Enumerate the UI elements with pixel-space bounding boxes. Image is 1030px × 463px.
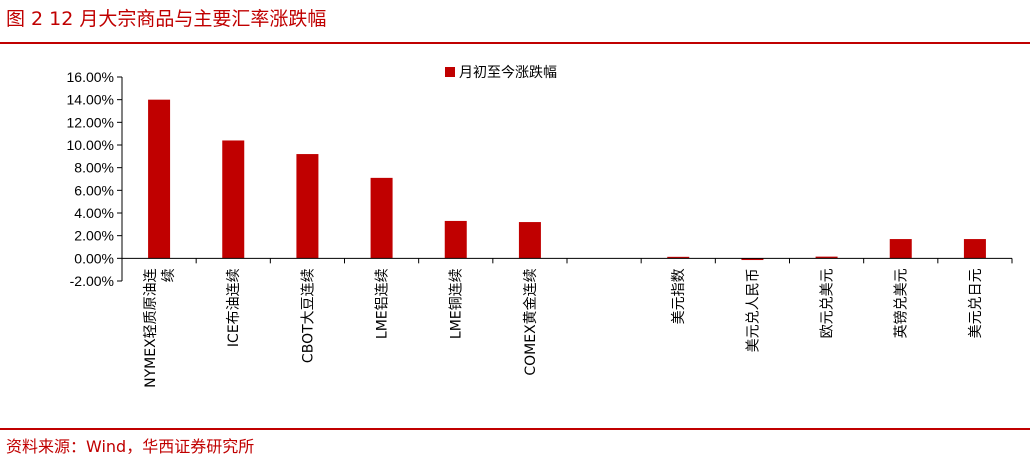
bar <box>148 99 171 259</box>
category-label: CBOT大豆连续 <box>299 268 316 363</box>
y-tick-label: 12.00% <box>67 114 114 130</box>
y-tick-label: 14.00% <box>67 92 114 108</box>
category-label: 美元兑人民币 <box>745 268 761 352</box>
bar <box>889 239 912 259</box>
y-tick-label: 10.00% <box>67 137 114 153</box>
category-label: 续 <box>160 268 177 282</box>
x-axis: NYMEX轻质原油连续 ICE布油连续 CBOT大豆连续 LME铝连续 LME铜连续 CO… <box>121 257 1013 388</box>
y-tick-label: -2.00% <box>70 273 114 289</box>
source-note: 资料来源：Wind，华西证券研究所 <box>6 437 255 456</box>
y-tick-label: 16.00% <box>67 69 114 85</box>
figure-title: 图 2 12 月大宗商品与主要汇率涨跌幅 <box>6 8 327 30</box>
y-axis: -2.00% 0.00% 2.00% 4.00% 6.00% 8.00% 10.00% 12.… <box>67 69 123 289</box>
category-label: NYMEX轻质原油连 <box>143 268 159 388</box>
y-tick-label: 0.00% <box>74 250 114 266</box>
bottom-rule <box>0 428 1030 430</box>
bar <box>741 258 764 261</box>
y-tick-label: 6.00% <box>74 182 114 198</box>
y-tick-label: 2.00% <box>74 228 114 244</box>
bar-chart: 月初至今涨跌幅 -2.00% 0.00% 2.00% 4.00% 6.00% 8.00% 1… <box>67 64 1013 388</box>
legend-label: 月初至今涨跌幅 <box>459 64 557 81</box>
legend: 月初至今涨跌幅 <box>445 64 557 81</box>
bar <box>222 140 245 259</box>
category-label: LME铜连续 <box>448 268 465 339</box>
bar <box>667 256 690 259</box>
top-rule <box>0 42 1030 44</box>
category-label: COMEX黄金连续 <box>522 268 539 375</box>
y-tick-label: 8.00% <box>74 160 114 176</box>
bar <box>444 220 467 259</box>
y-tick-label: 4.00% <box>74 205 114 221</box>
category-label: 美元兑日元 <box>968 268 984 338</box>
bar <box>370 177 393 259</box>
bar <box>815 256 838 259</box>
bar <box>963 239 986 259</box>
bar <box>518 222 541 259</box>
bars <box>148 99 986 261</box>
bar <box>296 154 319 259</box>
category-label: 美元指数 <box>671 268 687 324</box>
category-label: ICE布油连续 <box>225 268 242 347</box>
legend-swatch <box>445 67 455 77</box>
category-label: 欧元兑美元 <box>820 268 836 338</box>
category-label: LME铝连续 <box>374 268 391 339</box>
category-label: 英镑兑美元 <box>893 268 910 338</box>
